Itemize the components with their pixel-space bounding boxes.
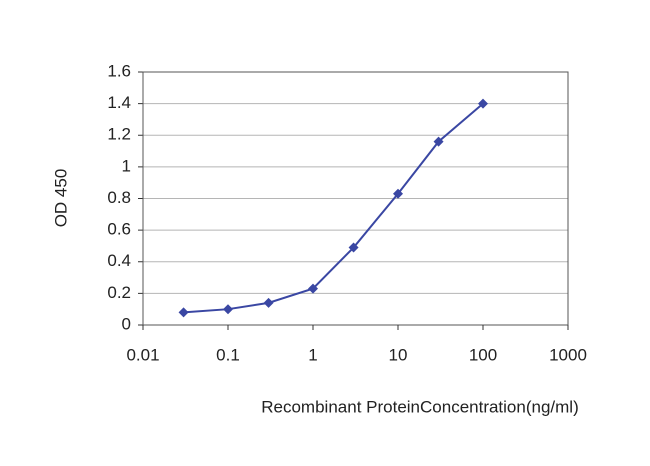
y-tick-label: 0.6 [107, 220, 131, 239]
y-tick-label: 1.6 [107, 61, 131, 80]
data-point [308, 283, 318, 294]
x-tick-label: 0.1 [216, 345, 240, 364]
plot-frame [142, 71, 569, 326]
x-tick-label: 10 [389, 345, 408, 364]
y-tick-label: 0.4 [107, 251, 131, 270]
x-tick-label: 1000 [549, 345, 587, 364]
y-tick-label: 0 [122, 314, 131, 333]
data-point [348, 242, 359, 253]
data-line [183, 102, 484, 314]
data-point [478, 98, 488, 109]
data-point [393, 188, 403, 199]
x-tick-label: 0.01 [126, 345, 159, 364]
y-tick-label: 0.2 [107, 283, 131, 302]
x-tick-label: 100 [469, 345, 497, 364]
y-tick-label: 1.4 [107, 93, 131, 112]
data-point [178, 307, 189, 318]
data-point [223, 304, 233, 315]
y-tick-label: 0.8 [107, 188, 131, 207]
x-axis-label: Recombinant ProteinConcentration(ng/ml) [261, 397, 579, 416]
data-point [263, 297, 274, 308]
y-tick-label: 1 [122, 156, 131, 175]
x-tick-label: 1 [308, 345, 317, 364]
y-tick-label: 1.2 [107, 125, 131, 144]
data-point [433, 136, 444, 147]
y-axis-label: OD 450 [51, 169, 70, 228]
